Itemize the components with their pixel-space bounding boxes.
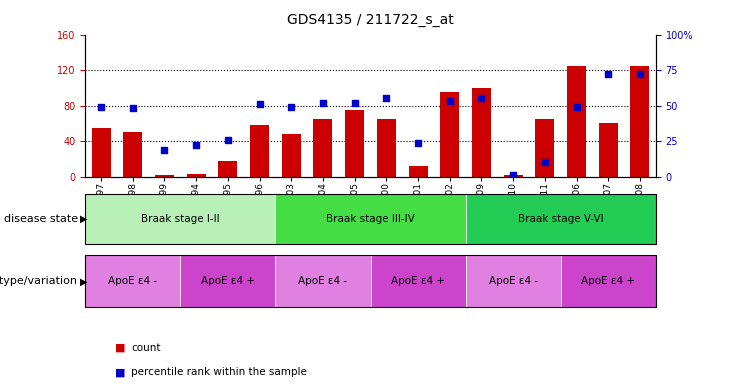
Text: ▶: ▶ [80,276,87,286]
Point [317,100,329,106]
Bar [408,166,428,177]
Point [476,96,488,102]
Point [380,96,392,102]
Point [127,105,139,111]
Bar [472,88,491,177]
Point [412,139,424,146]
Text: ■: ■ [115,367,125,377]
Text: Braak stage III-IV: Braak stage III-IV [326,214,415,224]
Point [253,101,265,107]
Bar [504,175,522,177]
Point [602,71,614,78]
Text: ApoE ε4 +: ApoE ε4 + [581,276,635,286]
Text: ApoE ε4 -: ApoE ε4 - [108,276,157,286]
Bar [282,134,301,177]
Text: ▶: ▶ [80,214,87,224]
Text: disease state: disease state [4,214,78,224]
Bar [599,123,618,177]
Point [444,98,456,104]
Point [634,71,646,78]
Point [95,104,107,110]
Text: GDS4135 / 211722_s_at: GDS4135 / 211722_s_at [287,13,454,27]
Bar [345,110,364,177]
Bar [187,174,206,177]
Bar [313,119,333,177]
Text: genotype/variation: genotype/variation [0,276,78,286]
Text: ■: ■ [115,343,125,353]
Text: ApoE ε4 -: ApoE ε4 - [488,276,538,286]
Bar [631,66,649,177]
Point [349,100,361,106]
Text: ApoE ε4 -: ApoE ε4 - [299,276,348,286]
Bar [155,175,174,177]
Bar [567,66,586,177]
Bar [219,161,237,177]
Bar [535,119,554,177]
Point [571,104,582,110]
Text: Braak stage V-VI: Braak stage V-VI [518,214,603,224]
Bar [123,132,142,177]
Text: ApoE ε4 +: ApoE ε4 + [391,276,445,286]
Point [539,159,551,166]
Text: percentile rank within the sample: percentile rank within the sample [131,367,307,377]
Point [507,172,519,178]
Text: Braak stage I-II: Braak stage I-II [141,214,219,224]
Point [285,104,297,110]
Bar [440,92,459,177]
Bar [377,119,396,177]
Point [159,147,170,153]
Point [190,142,202,149]
Text: count: count [131,343,161,353]
Text: ApoE ε4 +: ApoE ε4 + [201,276,255,286]
Bar [250,125,269,177]
Point [222,137,233,143]
Bar [92,128,110,177]
